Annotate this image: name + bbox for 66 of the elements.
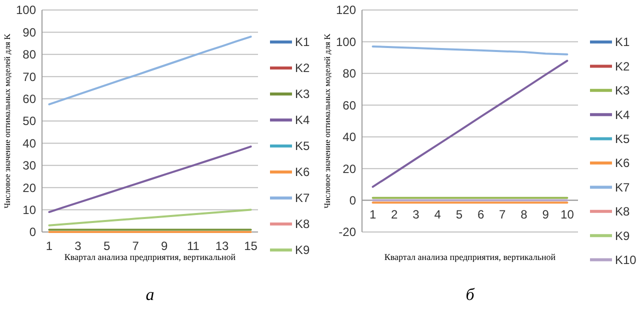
- y-tick-label: 60: [22, 92, 36, 106]
- legend-label: K6: [295, 165, 310, 180]
- legend-label: K2: [295, 61, 310, 76]
- y-tick-label: 20: [22, 180, 36, 195]
- legend-label: K6: [615, 156, 630, 170]
- y-tick-label: 40: [342, 130, 356, 144]
- legend-label: K4: [615, 108, 630, 122]
- y-tick-label: 80: [22, 48, 36, 62]
- y-tick-label: 100: [336, 34, 356, 49]
- x-tick-label: 9: [161, 239, 168, 253]
- y-tick-label: 80: [342, 66, 356, 81]
- line-series: [48, 208, 252, 226]
- legend-label: K3: [615, 84, 630, 98]
- x-tick-label: 9: [542, 207, 550, 222]
- x-tick-label: 15: [244, 239, 258, 253]
- legend-label: K10: [615, 253, 637, 267]
- x-tick-label: 1: [369, 207, 376, 222]
- line-series: [372, 45, 568, 56]
- x-tick-label: 3: [412, 207, 420, 222]
- x-tick-label: 11: [186, 239, 200, 253]
- legend-label: K2: [615, 59, 630, 74]
- y-tick-label: 100: [16, 3, 36, 18]
- line-series: [372, 60, 568, 188]
- y-tick-label: 40: [22, 136, 36, 150]
- x-tick-label: 5: [456, 207, 463, 222]
- legend-label: K7: [295, 191, 310, 206]
- y-tick-label: 50: [22, 114, 36, 128]
- x-axis-title: Квартал анализа предприятия, вертикальной: [64, 252, 236, 262]
- text: а: [146, 285, 154, 304]
- x-tick-label: 13: [215, 239, 229, 253]
- y-tick-label: 120: [336, 3, 356, 18]
- y-tick-label: -20: [338, 225, 356, 240]
- line-series: [48, 36, 252, 106]
- y-tick-label: 0: [349, 193, 356, 208]
- y-tick-label: 60: [342, 98, 356, 112]
- line-series: [48, 146, 252, 214]
- legend-label: K7: [615, 180, 630, 194]
- x-tick-label: 1: [46, 239, 53, 253]
- x-tick-label: 7: [132, 239, 140, 253]
- x-tick-label: 5: [103, 239, 110, 253]
- y-tick-label: 0: [29, 225, 36, 240]
- x-tick-label: 6: [477, 207, 484, 222]
- legend-label: K9: [295, 243, 310, 258]
- y-tick-label: 20: [342, 162, 356, 176]
- legend-label: K4: [295, 113, 310, 128]
- x-axis-title: Квартал анализа предприятия, вертикальной: [384, 252, 556, 262]
- legend-label: K3: [295, 87, 310, 102]
- y-axis-title: Числовое значение оптимальных моделей для K: [322, 32, 332, 208]
- text: б: [466, 285, 475, 304]
- x-tick-label: 10: [560, 207, 574, 222]
- legend-label: K9: [615, 228, 630, 243]
- legend-label: K8: [295, 217, 310, 232]
- y-axis-title: Числовое значение оптимальных моделей для K: [2, 32, 12, 208]
- x-tick-label: 8: [520, 207, 528, 222]
- legend-label: K1: [615, 35, 630, 50]
- x-tick-label: 7: [499, 207, 506, 222]
- legend-label: K1: [295, 35, 310, 50]
- x-tick-label: 3: [74, 239, 82, 253]
- legend-label: K8: [615, 204, 630, 219]
- x-tick-label: 2: [391, 207, 398, 222]
- y-tick-label: 70: [22, 70, 36, 84]
- y-tick-label: 90: [22, 25, 36, 40]
- legend-label: K5: [295, 139, 310, 154]
- y-tick-label: 30: [22, 158, 36, 173]
- x-tick-label: 4: [434, 207, 442, 222]
- legend-label: K5: [615, 132, 630, 146]
